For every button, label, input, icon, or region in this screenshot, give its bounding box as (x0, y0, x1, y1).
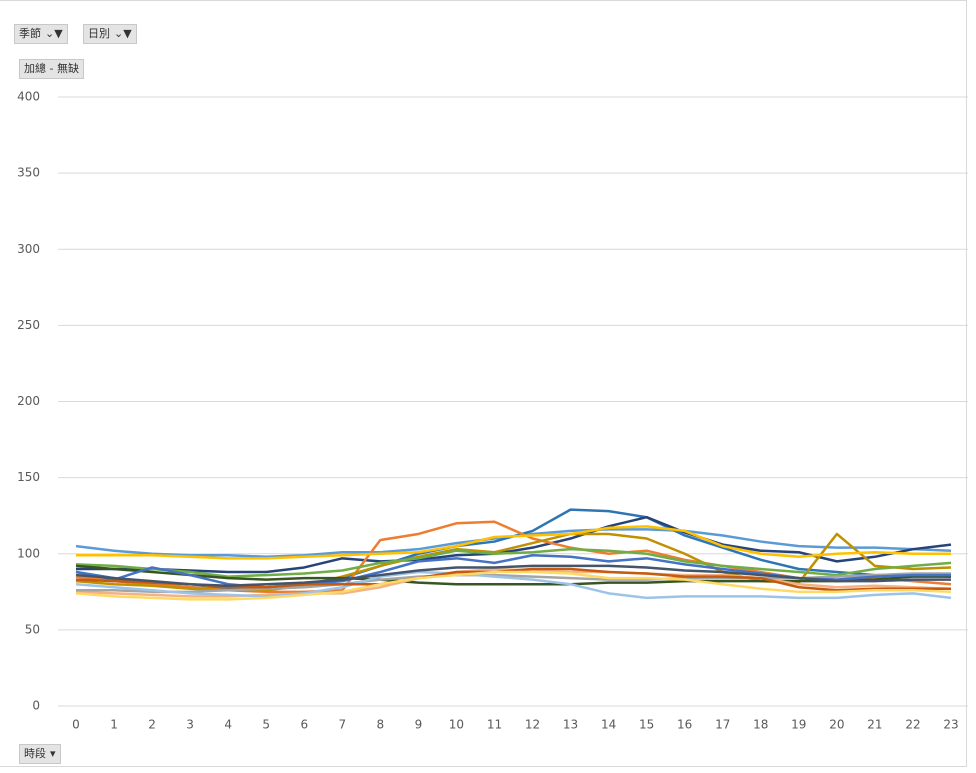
y-tick-label: 400 (17, 90, 40, 104)
y-tick-label: 0 (32, 699, 40, 713)
x-tick-label: 15 (639, 718, 654, 732)
x-tick-label: 0 (72, 718, 80, 732)
x-tick-label: 13 (563, 718, 578, 732)
x-tick-label: 12 (525, 718, 540, 732)
x-tick-label: 8 (377, 718, 385, 732)
y-tick-label: 200 (17, 394, 40, 408)
filter-label: 季節 (19, 27, 41, 40)
series-line (75, 564, 951, 587)
y-tick-label: 100 (17, 546, 40, 560)
y-tick-label: 350 (17, 166, 40, 180)
y-tick-label: 50 (25, 622, 40, 636)
series-line (76, 515, 952, 574)
filter-icon: ▾ (50, 747, 56, 760)
day-filter[interactable]: 日別 ⌄▼ (83, 24, 137, 44)
filter-icon: ⌄▼ (114, 27, 132, 40)
x-tick-label: 9 (415, 718, 423, 732)
series-line (75, 570, 952, 600)
y-tick-label: 250 (17, 318, 40, 332)
series-line (75, 570, 952, 601)
x-tick-label: 4 (224, 718, 232, 732)
series-line (75, 547, 952, 578)
x-tick-label: 22 (905, 718, 920, 732)
x-tick-label: 19 (791, 718, 806, 732)
field-label: 加總 - 無缺 (24, 62, 79, 75)
x-tick-label: 21 (867, 718, 882, 732)
field-label: 時段 (24, 747, 46, 760)
x-tick-label: 17 (715, 718, 730, 732)
x-tick-label: 1 (110, 718, 118, 732)
series-line (75, 564, 951, 586)
series-line (75, 567, 951, 592)
filter-label: 日別 (88, 27, 110, 40)
x-tick-label: 3 (186, 718, 194, 732)
x-tick-label: 11 (487, 718, 502, 732)
x-tick-label: 7 (338, 718, 346, 732)
x-tick-label: 6 (300, 718, 308, 732)
x-tick-label: 18 (753, 718, 768, 732)
x-tick-label: 23 (943, 718, 958, 732)
x-tick-label: 10 (449, 718, 464, 732)
y-tick-label: 300 (17, 242, 40, 256)
filter-icon: ⌄▼ (45, 27, 63, 40)
y-tick-label: 150 (17, 470, 40, 484)
x-tick-label: 5 (262, 718, 270, 732)
x-tick-label: 2 (148, 718, 156, 732)
season-filter[interactable]: 季節 ⌄▼ (14, 24, 68, 44)
x-tick-label: 16 (677, 718, 692, 732)
value-field-button[interactable]: 加總 - 無缺 (19, 59, 84, 79)
series-line (76, 525, 951, 560)
axis-field-button[interactable]: 時段 ▾ (19, 744, 61, 764)
x-tick-label: 20 (829, 718, 844, 732)
x-tick-label: 14 (601, 718, 616, 732)
